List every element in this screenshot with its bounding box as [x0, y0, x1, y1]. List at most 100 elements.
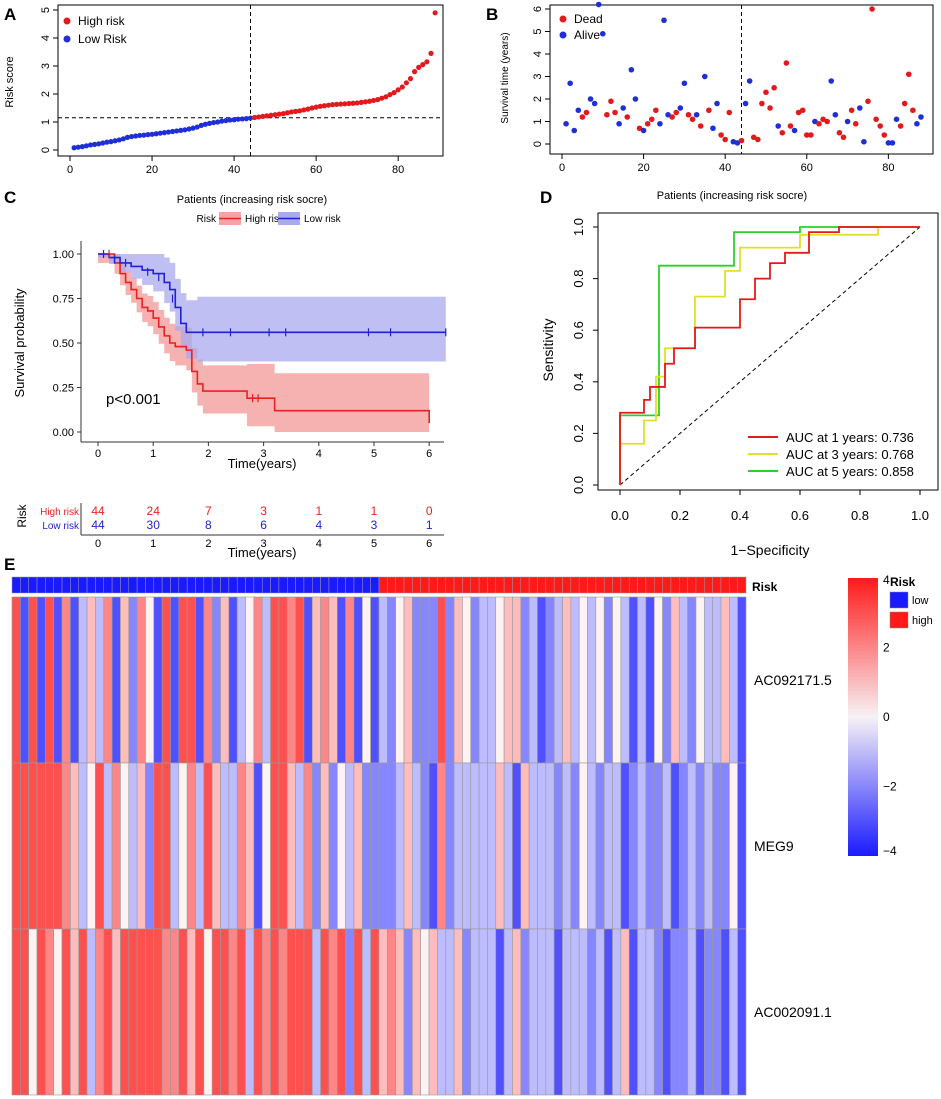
a-point-high-risk [329, 102, 336, 108]
e-heatmap-cell [286, 596, 296, 764]
e-heatmap-cell [545, 596, 555, 764]
a-point-low-risk [194, 124, 200, 130]
d-x-tick-label: 0.2 [671, 508, 689, 523]
a-point-high-risk [399, 84, 405, 90]
b-point-dead [881, 132, 888, 138]
e-heatmap-cell [645, 596, 655, 764]
e-heatmap-cell [720, 762, 730, 930]
a-point-low-risk [79, 144, 85, 150]
a-point-low-risk [157, 130, 163, 136]
e-heatmap-cell [378, 596, 388, 764]
e-heatmap-cell [161, 596, 171, 764]
c-risk-table-time-label: 6 [426, 538, 432, 550]
e-heatmap-cell [395, 928, 405, 1096]
e-heatmap-cell [362, 596, 371, 764]
e-heatmap-cell [36, 762, 46, 930]
a-point-low-risk [75, 144, 81, 150]
b-point-dead [738, 137, 745, 144]
d-x-axis-label: 1−Specificity [731, 542, 810, 558]
e-heatmap-cell [345, 928, 355, 1096]
a-point-high-risk [256, 114, 262, 120]
b-x-tick-label: 0 [559, 162, 565, 174]
b-point-dead [624, 114, 631, 120]
a-point-high-risk [403, 80, 409, 86]
e-heatmap-cell [220, 928, 230, 1096]
a-point-low-risk [83, 143, 90, 149]
e-annotation-cell [412, 576, 421, 594]
e-heatmap-cell [512, 596, 522, 764]
e-heatmap-cell [603, 928, 613, 1096]
e-heatmap-cell [253, 596, 263, 764]
b-point-dead [795, 109, 802, 116]
e-heatmap-cell [178, 928, 188, 1096]
e-annotation-cell [353, 576, 363, 594]
b-point-alive [885, 140, 892, 146]
e-heatmap-cell [503, 928, 513, 1096]
d-x-tick-label: 0.6 [791, 508, 809, 523]
a-point-high-risk [366, 98, 373, 104]
b-point-dead [608, 98, 614, 105]
e-heatmap-cell [70, 928, 80, 1096]
e-annotation-cell [545, 576, 555, 594]
c-risk-count-low: 8 [205, 518, 212, 532]
e-heatmap-cell [295, 762, 305, 930]
e-annotation-cell [478, 576, 488, 594]
e-heatmap-cell [437, 928, 447, 1096]
a-point-high-risk [268, 112, 274, 118]
e-heatmap-cell [45, 928, 55, 1096]
e-heatmap-cell [712, 596, 722, 764]
e-heatmap-cell [495, 762, 505, 930]
e-heatmap-cell [270, 596, 280, 764]
e-row-label: MEG9 [754, 838, 794, 854]
e-annotation-cell [261, 576, 271, 594]
b-x-tick-label: 40 [719, 162, 731, 174]
e-heatmap-cell [587, 762, 597, 930]
a-point-high-risk [334, 101, 340, 107]
e-heatmap-cell [729, 762, 738, 930]
e-heatmap-cell [420, 762, 430, 930]
e-heatmap-cell [328, 928, 338, 1096]
b-point-alive [587, 96, 594, 102]
e-annotation-cell [70, 576, 79, 594]
b-point-dead [726, 109, 733, 116]
a-legend-low-label: Low Risk [78, 32, 128, 46]
c-risk-count-low: 1 [426, 518, 433, 532]
e-heatmap-cell [136, 596, 146, 764]
e-heatmap-cell [553, 596, 563, 764]
e-heatmap-cell [620, 596, 630, 764]
e-heatmap-cell [153, 762, 163, 930]
b-point-alive [628, 66, 635, 73]
e-heatmap-cell [370, 762, 380, 930]
b-x-tick-label: 80 [882, 162, 894, 174]
e-heatmap-cell [703, 596, 713, 764]
b-point-alive [812, 118, 818, 125]
b-point-dead [759, 100, 765, 107]
e-annotation-cell [111, 576, 121, 594]
b-legend-alive-label: Alive [574, 28, 600, 42]
e-heatmap-cell [612, 928, 622, 1096]
b-point-dead [877, 123, 884, 129]
e-heatmap-cell [487, 762, 497, 930]
e-heatmap-cell [562, 596, 572, 764]
b-point-alive [567, 80, 573, 87]
e-legend-high-swatch [889, 611, 909, 629]
d-legend-label-2: AUC at 5 years: 0.858 [786, 464, 914, 479]
e-annotation-cell [612, 576, 622, 594]
b-point-alive [701, 73, 708, 80]
b-point-dead [604, 111, 610, 118]
b-point-dead [579, 114, 586, 120]
panel-label-d: D [540, 188, 552, 207]
e-annotation-cell [553, 576, 563, 594]
e-annotation-cell [161, 576, 171, 594]
e-annotation-cell [428, 576, 438, 594]
d-legend-label-1: AUC at 3 years: 0.768 [786, 447, 914, 462]
b-x-axis-label: Patients (increasing risk socre) [657, 190, 807, 202]
a-legend-high-marker [63, 17, 71, 25]
e-heatmap-cell [20, 596, 29, 764]
a-point-low-risk [235, 116, 241, 122]
e-annotation-cell [186, 576, 196, 594]
e-annotation-cell [236, 576, 246, 594]
e-heatmap-cell [670, 928, 680, 1096]
b-point-dead [787, 123, 794, 129]
